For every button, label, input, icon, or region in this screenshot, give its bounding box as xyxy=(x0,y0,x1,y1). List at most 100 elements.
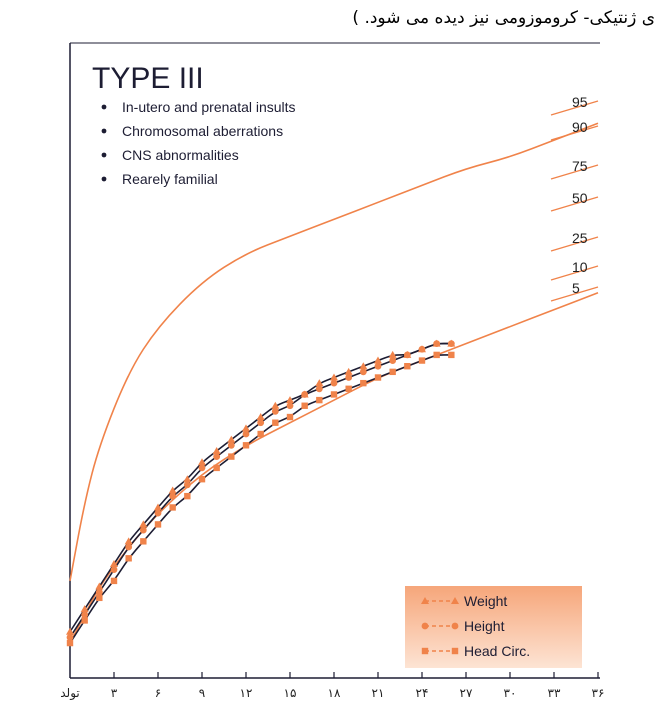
head-circ--point xyxy=(169,504,176,511)
x-tick-label: ۳ xyxy=(111,686,118,700)
head-circ--point xyxy=(389,368,396,376)
head-circ--point xyxy=(66,639,74,647)
legend-box xyxy=(405,586,582,668)
note-4: Rearely familial xyxy=(122,171,218,187)
height-point xyxy=(389,357,397,364)
x-tick-label: ۳۶ xyxy=(592,686,605,700)
head-circ--point xyxy=(140,538,147,545)
percentile-dash-75 xyxy=(550,164,599,180)
percentile-dash-95 xyxy=(550,100,599,116)
height-point xyxy=(66,634,74,641)
chart-title: TYPE III xyxy=(92,62,204,95)
height-point xyxy=(271,408,279,415)
weight-point xyxy=(374,356,382,364)
height-point xyxy=(359,368,367,376)
head-circ--point xyxy=(96,594,103,602)
note-bullet xyxy=(101,152,107,158)
page-caption: ی ژنتیکی- کروموزومی نیز دیده می شود. ) xyxy=(0,0,665,34)
x-tick-label: ۲۴ xyxy=(416,686,429,700)
legend-marker-height xyxy=(421,622,429,630)
head-circ--point xyxy=(198,476,206,483)
note-2: Chromosomal aberrations xyxy=(122,123,283,139)
head-circ--point xyxy=(125,555,132,562)
weight-point xyxy=(124,537,133,545)
head-circ--point xyxy=(448,351,455,359)
legend-label-weight: Weight xyxy=(464,593,507,609)
weight-point xyxy=(168,486,177,494)
height-point xyxy=(198,464,206,472)
weight-point xyxy=(315,379,324,387)
x-tick-label: ۲۱ xyxy=(372,686,385,700)
weight-point xyxy=(183,475,192,483)
height-point xyxy=(374,362,382,370)
height-point xyxy=(330,379,338,387)
height-point xyxy=(154,509,162,517)
weight-point xyxy=(95,582,104,590)
percentile-curve-95 xyxy=(69,122,599,582)
percentile-label-50: 50 xyxy=(572,190,588,206)
legend-items: Weight Height Head Circ. xyxy=(421,593,530,659)
height-point xyxy=(169,492,177,500)
percentile-label-95: 95 xyxy=(572,94,588,110)
head-circ--point xyxy=(110,577,118,585)
height-point xyxy=(403,351,411,359)
series-line-head-circ- xyxy=(69,354,452,644)
weight-point xyxy=(198,458,206,466)
height-point xyxy=(315,385,323,393)
head-circ--point xyxy=(213,464,220,472)
percentile-label-75: 75 xyxy=(572,158,588,174)
height-point xyxy=(110,566,118,573)
note-3: CNS abnormalities xyxy=(122,147,239,163)
head-circ--point xyxy=(154,521,162,528)
percentile-dash-10 xyxy=(550,265,599,281)
series-lines xyxy=(69,342,452,644)
percentile-labels: 95 90 75 50 25 10 5 xyxy=(550,94,599,302)
weight-point xyxy=(66,627,74,635)
head-circ--point xyxy=(81,617,88,624)
legend-marker-head-circ- xyxy=(451,647,459,655)
height-point xyxy=(242,430,250,438)
weight-point xyxy=(359,362,368,370)
percentile-label-90: 90 xyxy=(572,119,588,135)
weight-point xyxy=(271,401,280,409)
percentile-label-10: 10 xyxy=(572,259,588,275)
height-point xyxy=(257,419,265,427)
weight-point xyxy=(242,424,250,432)
height-point xyxy=(345,374,353,381)
weight-point xyxy=(256,413,265,421)
head-circ--point xyxy=(360,379,367,387)
head-circ--point xyxy=(418,357,426,364)
head-circ--point xyxy=(184,492,191,500)
weight-point xyxy=(286,396,294,404)
weight-point xyxy=(388,350,397,358)
caption-text: ی ژنتیکی- کروموزومی نیز دیده می شود. ) xyxy=(352,8,655,28)
series-line-height xyxy=(69,342,452,638)
x-tick-label: ۱۲ xyxy=(240,686,253,700)
head-circ--point xyxy=(242,442,250,449)
x-tick-label: ۱۸ xyxy=(328,686,341,700)
height-point xyxy=(95,588,103,596)
weight-point xyxy=(154,503,162,511)
head-circ--point xyxy=(330,391,338,398)
head-circ--point xyxy=(374,374,382,381)
legend-marker-height xyxy=(451,622,459,630)
height-point xyxy=(433,340,441,347)
x-tick-label: ۳۳ xyxy=(548,686,561,700)
weight-point xyxy=(110,559,118,567)
percentile-dash-25 xyxy=(550,236,599,252)
percentile-label-25: 25 xyxy=(572,230,588,246)
note-bullet xyxy=(101,176,107,182)
note-bullet xyxy=(101,128,107,134)
legend: Weight Height Head Circ. xyxy=(405,586,582,668)
weight-point xyxy=(227,435,236,443)
weight-point xyxy=(212,446,221,454)
x-tick-label: ۶ xyxy=(155,686,161,700)
legend-marker-weight xyxy=(451,597,459,604)
head-circ--point xyxy=(257,430,264,438)
height-point xyxy=(447,340,455,347)
height-point xyxy=(81,611,89,619)
x-tick-label: ۲۷ xyxy=(460,686,473,700)
chart-notes: In-utero and prenatal insults Chromosomal… xyxy=(101,99,296,187)
height-point xyxy=(227,441,235,449)
